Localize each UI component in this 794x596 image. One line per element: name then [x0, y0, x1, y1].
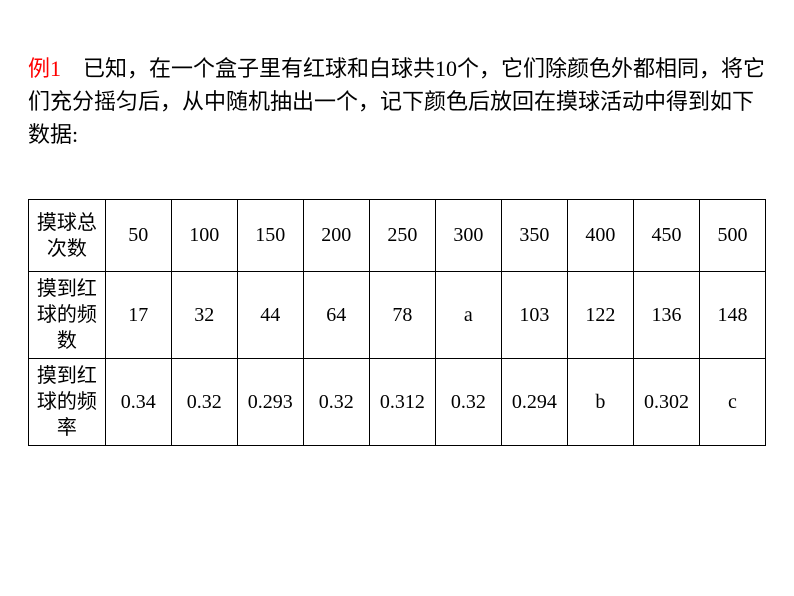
table-cell: 0.32 [435, 359, 501, 446]
table-cell: 122 [567, 272, 633, 359]
table-row: 摸球总次数 50 100 150 200 250 300 350 400 450… [29, 200, 766, 272]
table-cell: c [699, 359, 765, 446]
table-cell: 200 [303, 200, 369, 272]
table-cell: b [567, 359, 633, 446]
table-cell: a [435, 272, 501, 359]
table-cell: 100 [171, 200, 237, 272]
table-cell: 103 [501, 272, 567, 359]
table-cell: 300 [435, 200, 501, 272]
table-cell: 50 [105, 200, 171, 272]
table-cell: 0.32 [303, 359, 369, 446]
table-cell: 148 [699, 272, 765, 359]
table-cell: 0.312 [369, 359, 435, 446]
table-cell: 64 [303, 272, 369, 359]
table-cell: 250 [369, 200, 435, 272]
row-header: 摸到红球的频数 [29, 272, 106, 359]
table-cell: 150 [237, 200, 303, 272]
table-cell: 350 [501, 200, 567, 272]
problem-statement: 例1 已知，在一个盒子里有红球和白球共10个，它们除颜色外都相同，将它们充分摇匀… [28, 52, 766, 151]
frequency-table: 摸球总次数 50 100 150 200 250 300 350 400 450… [28, 199, 766, 446]
table-row: 摸到红球的频数 17 32 44 64 78 a 103 122 136 148 [29, 272, 766, 359]
example-label: 例1 [28, 56, 61, 81]
table-cell: 32 [171, 272, 237, 359]
table-cell: 17 [105, 272, 171, 359]
table-cell: 0.32 [171, 359, 237, 446]
table-cell: 0.302 [633, 359, 699, 446]
row-header: 摸到红球的频率 [29, 359, 106, 446]
table-cell: 450 [633, 200, 699, 272]
table-cell: 44 [237, 272, 303, 359]
table-cell: 136 [633, 272, 699, 359]
row-header: 摸球总次数 [29, 200, 106, 272]
table-cell: 500 [699, 200, 765, 272]
table-cell: 0.293 [237, 359, 303, 446]
table-row: 摸到红球的频率 0.34 0.32 0.293 0.32 0.312 0.32 … [29, 359, 766, 446]
table-cell: 400 [567, 200, 633, 272]
table-cell: 0.34 [105, 359, 171, 446]
table-cell: 78 [369, 272, 435, 359]
table-cell: 0.294 [501, 359, 567, 446]
problem-body: 已知，在一个盒子里有红球和白球共10个，它们除颜色外都相同，将它们充分摇匀后，从… [28, 56, 765, 147]
